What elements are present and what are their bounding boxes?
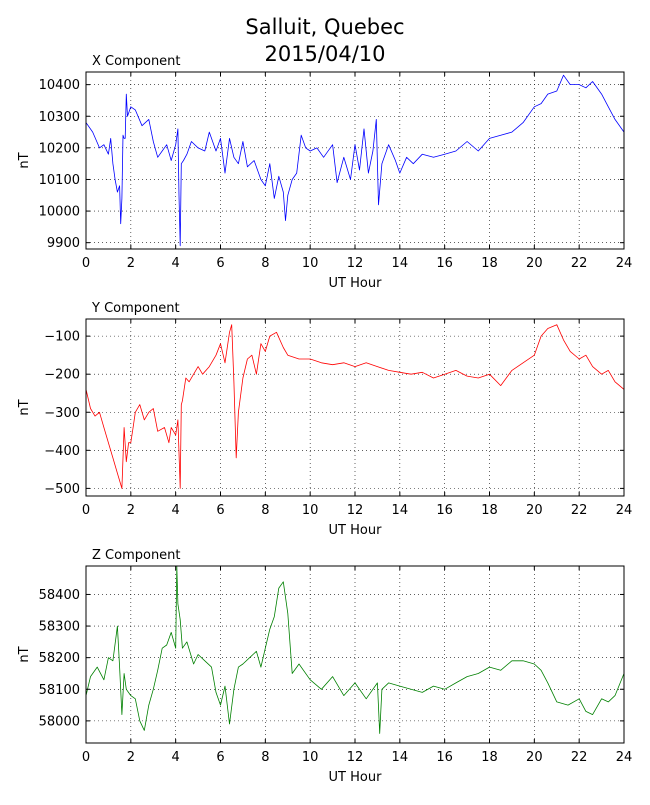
y-axis-label: nT <box>17 152 32 168</box>
x-tick-label: 18 <box>481 503 498 518</box>
x-tick-label: 18 <box>481 256 498 271</box>
x-tick-label: 0 <box>82 256 90 271</box>
y-axis-label: nT <box>17 646 32 662</box>
x-tick-label: 2 <box>127 503 135 518</box>
x-tick-label: 6 <box>216 256 224 271</box>
x-tick-label: 14 <box>392 750 409 765</box>
x-tick-label: 10 <box>302 256 319 271</box>
x-tick-label: 12 <box>347 256 364 271</box>
series-line <box>86 74 624 247</box>
x-tick-label: 20 <box>526 256 543 271</box>
x-tick-label: 18 <box>481 750 498 765</box>
x-tick-label: 10 <box>302 750 319 765</box>
panel-2: 0 2 4 6 8 10 12 14 16 18 20 22 24−500−400−300−200−10… <box>17 301 632 538</box>
x-tick-label: 22 <box>571 750 588 765</box>
x-tick-label: 0 <box>82 503 90 518</box>
panel-title: Z Component <box>92 548 181 563</box>
y-tick-label: 10100 <box>39 173 80 188</box>
panel-1: 0 2 4 6 8 10 12 14 16 18 20 22 249900100001010010200… <box>17 54 632 291</box>
series-line <box>86 566 624 734</box>
y-tick-label: 58300 <box>39 620 80 635</box>
x-tick-label: 10 <box>302 503 319 518</box>
x-tick-label: 16 <box>436 256 453 271</box>
y-tick-label: 58200 <box>39 651 80 666</box>
y-tick-label: 58400 <box>39 588 80 603</box>
x-tick-label: 14 <box>392 503 409 518</box>
y-tick-label: 10200 <box>39 141 80 156</box>
y-tick-label: −200 <box>44 368 80 383</box>
y-tick-label: −400 <box>44 444 80 459</box>
x-tick-label: 24 <box>616 256 633 271</box>
x-tick-label: 20 <box>526 750 543 765</box>
x-tick-label: 14 <box>392 256 409 271</box>
y-axis-label: nT <box>17 399 32 415</box>
y-tick-label: 58100 <box>39 683 80 698</box>
panel-3: 0 2 4 6 8 10 12 14 16 18 20 22 245800058100582005830… <box>17 548 632 785</box>
y-tick-label: 10000 <box>39 205 80 220</box>
chart-title-line1: Salluit, Quebec <box>245 15 404 39</box>
x-tick-label: 24 <box>616 750 633 765</box>
y-tick-label: −300 <box>44 406 80 421</box>
x-tick-label: 16 <box>436 750 453 765</box>
x-tick-label: 2 <box>127 750 135 765</box>
x-axis-label: UT Hour <box>329 523 383 538</box>
x-tick-label: 12 <box>347 503 364 518</box>
x-tick-label: 8 <box>261 503 269 518</box>
y-tick-label: 10400 <box>39 78 80 93</box>
y-tick-label: −500 <box>44 482 80 497</box>
x-tick-label: 16 <box>436 503 453 518</box>
x-tick-label: 8 <box>261 256 269 271</box>
x-tick-label: 4 <box>172 750 180 765</box>
panels: 0 2 4 6 8 10 12 14 16 18 20 22 249900100001010010200… <box>17 54 632 785</box>
x-tick-label: 20 <box>526 503 543 518</box>
y-tick-label: 9900 <box>47 236 80 251</box>
x-tick-label: 8 <box>261 750 269 765</box>
chart-title-line2: 2015/04/10 <box>264 42 385 66</box>
x-tick-label: 12 <box>347 750 364 765</box>
panel-title: X Component <box>92 54 181 69</box>
x-axis-label: UT Hour <box>329 770 383 785</box>
y-tick-label: 58000 <box>39 714 80 729</box>
x-tick-label: 4 <box>172 256 180 271</box>
x-tick-label: 22 <box>571 503 588 518</box>
x-tick-label: 6 <box>216 503 224 518</box>
x-tick-label: 24 <box>616 503 633 518</box>
series-line <box>86 324 624 489</box>
x-tick-label: 22 <box>571 256 588 271</box>
y-tick-label: −100 <box>44 330 80 345</box>
x-tick-label: 4 <box>172 503 180 518</box>
panel-title: Y Component <box>91 301 180 316</box>
y-tick-label: 10300 <box>39 110 80 125</box>
x-tick-label: 6 <box>216 750 224 765</box>
x-tick-label: 2 <box>127 256 135 271</box>
x-axis-label: UT Hour <box>329 276 383 291</box>
x-tick-label: 0 <box>82 750 90 765</box>
